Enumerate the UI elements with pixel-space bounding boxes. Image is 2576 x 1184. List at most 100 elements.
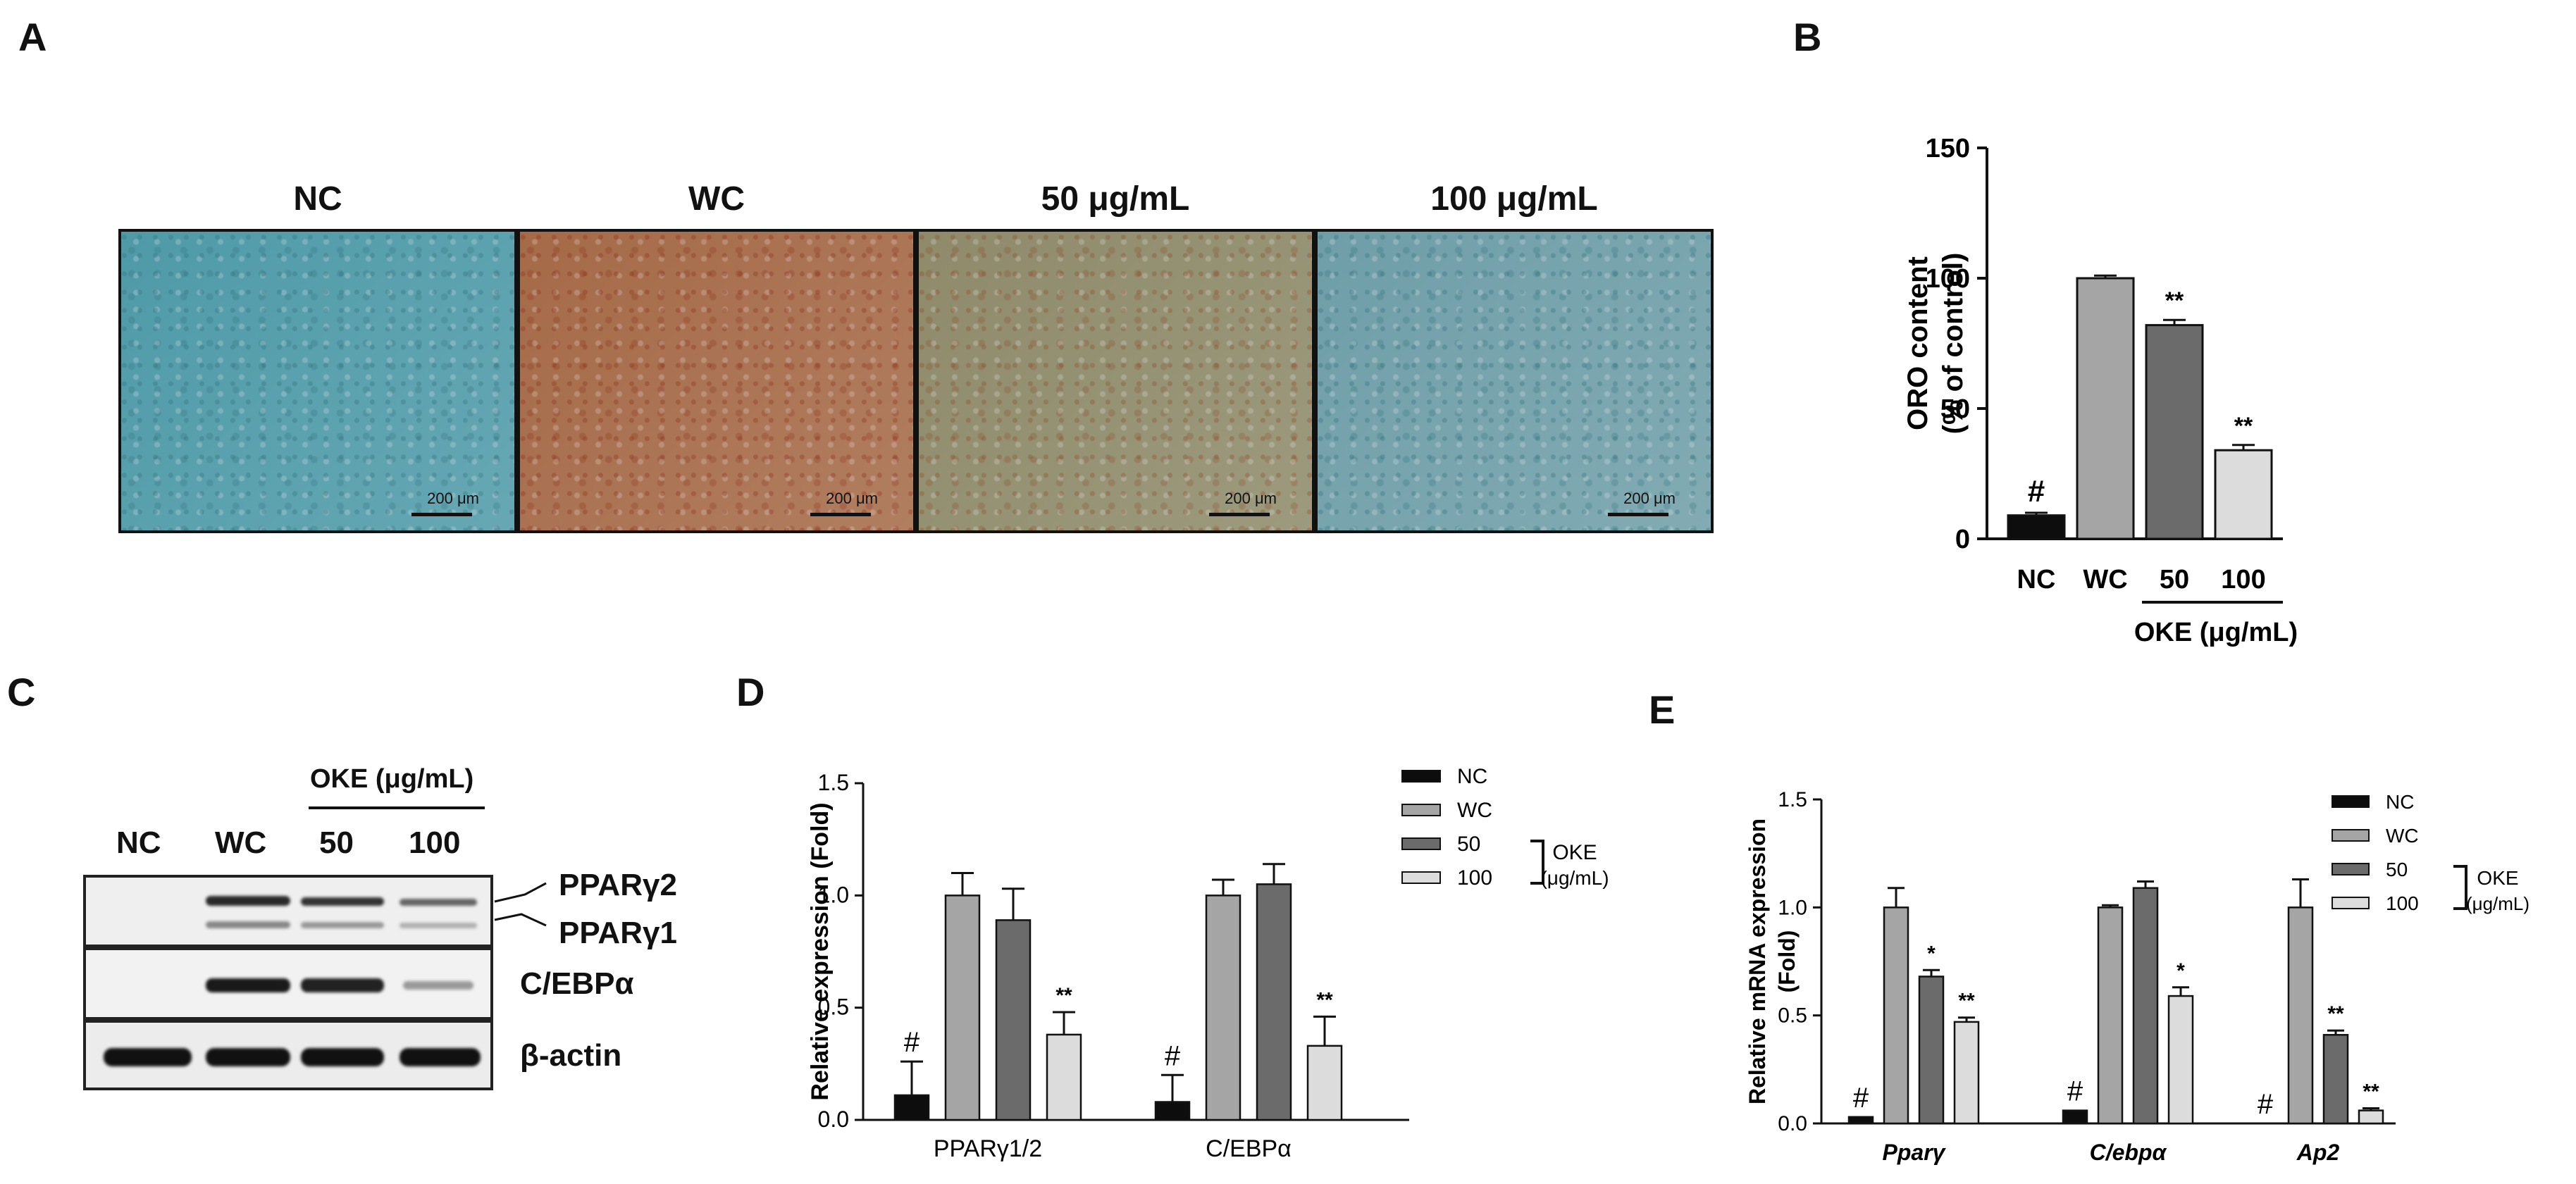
legend-swatch — [2332, 829, 2370, 842]
legend-swatch — [2332, 863, 2370, 875]
bar-WC-0 — [944, 895, 981, 1121]
group-bracket-label: OKE (μg/mL) — [2134, 618, 2298, 647]
x-tick-label: C/ebpα — [2090, 1140, 2167, 1165]
x-tick-label: 50 — [2160, 565, 2189, 594]
scale-bar-label: 200 μm — [1623, 490, 1676, 507]
micrograph-title-50: 50 μg/mL — [1041, 180, 1190, 218]
panel-label-a: A — [18, 15, 47, 59]
blot-strip-cebpa — [83, 947, 493, 1020]
legend-swatch — [1401, 804, 1441, 816]
y-axis-label: (Fold) — [1774, 930, 1800, 993]
legend-group-label: (μg/mL) — [1540, 867, 1609, 889]
micrograph-100: 200 μm — [1315, 229, 1714, 533]
x-tick-label: PPARγ1/2 — [934, 1135, 1042, 1162]
blot-lane-nc: NC — [116, 825, 161, 860]
significance-mark: # — [904, 1027, 920, 1058]
blot-strip-actin — [83, 1020, 493, 1090]
band — [403, 981, 473, 990]
y-tick-label: 1.0 — [1778, 896, 1807, 919]
bar-NC-1 — [2062, 1109, 2088, 1125]
x-tick-label: 100 — [2221, 565, 2265, 594]
legend-label: 50 — [1457, 833, 1480, 856]
bar-50-0 — [995, 919, 1032, 1121]
panel-label-d: D — [736, 670, 765, 714]
micrograph-wc: 200 μm — [517, 229, 916, 533]
x-tick-label: C/EBPα — [1206, 1135, 1292, 1162]
band — [301, 897, 384, 906]
band-label-ppar-g2: PPARγ2 — [559, 868, 677, 902]
legend-group-label: OKE — [1552, 841, 1597, 864]
bar-50-1 — [1256, 883, 1292, 1121]
y-tick-label: 0.5 — [818, 995, 849, 1020]
micrograph-image — [520, 232, 913, 530]
significance-mark: * — [1927, 942, 1936, 965]
y-axis-label: Relative mRNA expression — [1745, 818, 1770, 1104]
y-tick-label: 1.0 — [818, 882, 849, 907]
significance-mark: * — [2176, 959, 2185, 983]
band-label-ppar-g1: PPARγ1 — [559, 916, 677, 950]
bar-NC-1 — [1154, 1101, 1191, 1121]
y-tick-label: 100 — [1926, 264, 1970, 294]
bar-WC-0 — [1883, 906, 1909, 1125]
blot-group-title: OKE (μg/mL) — [310, 764, 474, 794]
legend-swatch — [2332, 897, 2370, 909]
micrograph-image — [919, 232, 1312, 530]
legend-swatch — [2332, 795, 2370, 808]
blot-group-bracket — [309, 806, 485, 809]
bar-WC-1 — [1205, 895, 1241, 1121]
legend-swatch — [1401, 770, 1441, 783]
legend-swatch — [1401, 837, 1441, 850]
significance-mark: # — [2067, 1076, 2083, 1107]
bar-100-1 — [2167, 995, 2194, 1125]
bar-100 — [2214, 449, 2273, 540]
band-label-cebpa: C/EBPα — [520, 966, 634, 1001]
band — [301, 1048, 384, 1066]
scale-bar-label: 200 μm — [1225, 490, 1277, 507]
bar-50-1 — [2132, 887, 2159, 1125]
significance-mark: ** — [1055, 984, 1072, 1007]
bar-100-1 — [1306, 1045, 1343, 1121]
bar-WC — [2076, 277, 2135, 540]
y-tick-label: 1.5 — [818, 770, 849, 795]
bar-50 — [2145, 324, 2204, 540]
y-tick-label: 150 — [1926, 134, 1970, 163]
significance-mark: # — [2028, 474, 2045, 509]
band — [400, 1048, 481, 1066]
y-tick-label: 50 — [1940, 394, 1970, 424]
significance-mark: # — [2258, 1089, 2274, 1120]
x-tick-label: NC — [2017, 565, 2056, 594]
micrograph-nc: 200 μm — [118, 229, 517, 533]
scale-bar — [810, 513, 871, 516]
bar-100-0 — [1953, 1021, 1980, 1125]
legend-label: 100 — [1457, 866, 1492, 890]
y-tick-label: 0 — [1955, 525, 1970, 554]
blot-pointer-lines — [494, 882, 547, 927]
blot-lane-50: 50 — [319, 825, 354, 860]
x-tick-label: WC — [2083, 565, 2127, 594]
band — [400, 899, 477, 906]
bar-WC-2 — [2287, 906, 2314, 1125]
legend-label: 100 — [2386, 892, 2419, 914]
significance-mark: ** — [2234, 413, 2253, 440]
panel-label-b: B — [1793, 15, 1822, 59]
legend-group-label: (μg/mL) — [2466, 893, 2529, 914]
bar-50-0 — [1918, 976, 1945, 1125]
band — [400, 923, 477, 928]
bar-NC-0 — [893, 1094, 930, 1121]
chart-d: 0.0 0.5 1.0 1.5 # ** PPARγ1/2 # ** C/EBPα Relative… — [807, 765, 1609, 1162]
scale-bar — [1209, 513, 1270, 516]
micrograph-title-100: 100 μg/mL — [1430, 180, 1598, 218]
legend-label: 50 — [2386, 859, 2408, 880]
y-tick-label: 0.0 — [1778, 1112, 1807, 1135]
panel-label-c: C — [7, 670, 36, 714]
legend-bracket — [1530, 840, 1544, 885]
micrograph-image — [1318, 232, 1711, 530]
band — [206, 1048, 290, 1066]
scale-bar-label: 200 μm — [427, 490, 479, 507]
band — [206, 978, 290, 992]
legend-label: WC — [2386, 825, 2419, 847]
bar-100-0 — [1046, 1033, 1082, 1121]
blot-lane-wc: WC — [215, 825, 267, 860]
band — [104, 1048, 192, 1066]
legend-label: WC — [1457, 799, 1492, 822]
